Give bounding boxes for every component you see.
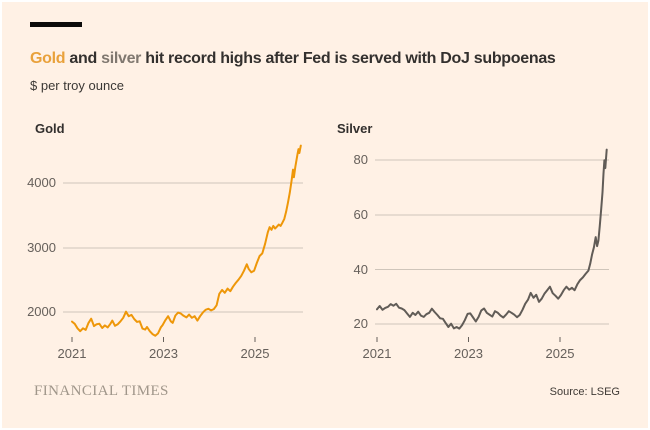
silver-chart-title: Silver xyxy=(337,121,373,136)
units-label: $ per troy ounce xyxy=(30,78,124,93)
gold-chart-title: Gold xyxy=(35,121,65,136)
gold-chart: Gold 2000 3000 4000 2021 2023 2025 xyxy=(27,115,322,375)
headline: Gold and silver hit record highs after F… xyxy=(30,49,630,69)
y-tick-label: 2000 xyxy=(27,304,56,319)
x-tick-label: 2021 xyxy=(57,346,87,361)
headline-mid-text: and xyxy=(65,49,102,67)
x-tick-label: 2023 xyxy=(454,346,483,361)
accent-bar xyxy=(30,22,82,27)
x-tick-label: 2025 xyxy=(240,346,270,361)
headline-gold-word: Gold xyxy=(30,49,66,67)
financial-times-logo: FINANCIAL TIMES xyxy=(34,383,169,399)
y-tick-label: 80 xyxy=(353,152,368,167)
x-tick-label: 2023 xyxy=(149,346,178,361)
y-tick-label: 20 xyxy=(353,316,368,331)
y-tick-label: 4000 xyxy=(27,175,56,190)
headline-silver-word: silver xyxy=(101,49,142,67)
headline-rest-text: hit record highs after Fed is served wit… xyxy=(141,49,556,67)
silver-price-line xyxy=(376,148,608,330)
y-tick-label: 60 xyxy=(353,207,368,222)
silver-chart: Silver 20 40 60 80 2021 2023 2025 xyxy=(332,115,630,375)
source-label: Source: LSEG xyxy=(549,386,620,398)
x-tick-label: 2025 xyxy=(545,346,575,361)
y-tick-label: 40 xyxy=(353,261,368,277)
gold-plot xyxy=(63,144,303,342)
x-tick-label: 2021 xyxy=(362,346,392,361)
silver-plot xyxy=(375,148,609,342)
y-tick-label: 3000 xyxy=(27,240,56,255)
gold-price-line xyxy=(71,144,302,337)
